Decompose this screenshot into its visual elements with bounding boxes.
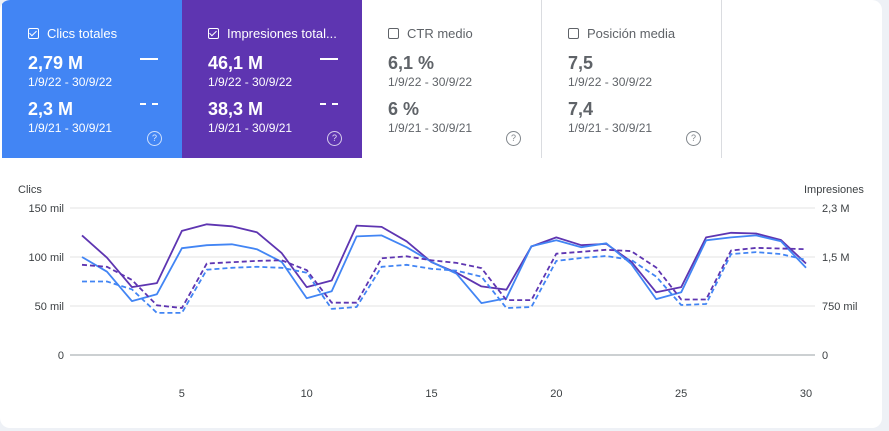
checkbox-unchecked-icon[interactable] [568,27,579,39]
right-axis-title: Impresiones [804,184,864,196]
metric-previous-range: 1/9/21 - 30/9/21 [388,121,473,135]
metric-previous-value: 38,3 M [208,99,264,119]
left-tick-label: 50 mil [35,301,64,313]
help-icon[interactable]: ? [506,131,521,146]
help-icon[interactable]: ? [147,131,162,146]
left-tick-label: 150 mil [29,203,64,215]
metric-previous-range: 1/9/21 - 30/9/21 [208,121,293,135]
x-tick-label: 10 [301,388,313,400]
metric-label: Posición media [587,25,676,41]
metric-current-value: 2,79 M [28,53,84,73]
metric-current-value: 7,5 [568,53,594,73]
series-line-2 [81,247,807,309]
metric-tile-ctr[interactable]: CTR medio 6,1 % 1/9/22 - 30/9/22 6 % 1/9… [362,0,542,158]
left-axis-title: Clics [18,184,42,196]
left-tick-label: 0 [58,350,64,362]
metric-previous-value: 6 % [388,99,420,119]
metric-label: CTR medio [407,25,473,41]
right-tick-label: 1,5 M [822,252,850,264]
solid-line-legend-icon [320,58,338,60]
metric-previous-range: 1/9/21 - 30/9/21 [28,121,113,135]
metric-label: Impresiones total... [227,25,337,41]
metric-current-range: 1/9/22 - 30/9/22 [568,75,653,89]
right-tick-label: 750 mil [822,301,857,313]
metric-previous-range: 1/9/21 - 30/9/21 [568,121,653,135]
metric-previous-value: 7,4 [568,99,594,119]
metric-tile-impressions[interactable]: Impresiones total... 46,1 M 1/9/22 - 30/… [182,0,362,158]
dashed-line-legend-icon [320,103,338,105]
x-tick-label: 20 [550,388,562,400]
x-tick-label: 15 [425,388,437,400]
help-icon[interactable]: ? [686,131,701,146]
metric-current-range: 1/9/22 - 30/9/22 [208,75,293,89]
left-tick-label: 100 mil [29,252,64,264]
metric-previous-value: 2,3 M [28,99,74,119]
checkbox-checked-icon[interactable] [28,27,39,39]
metric-label: Clics totales [47,25,118,41]
right-tick-label: 0 [822,350,828,362]
right-tick-label: 2,3 M [822,203,850,215]
metric-current-range: 1/9/22 - 30/9/22 [28,75,113,89]
x-tick-label: 5 [179,388,185,400]
series-line-1 [81,234,807,304]
help-icon[interactable]: ? [327,131,342,146]
x-tick-label: 25 [675,388,687,400]
solid-line-legend-icon [140,58,158,60]
checkbox-unchecked-icon[interactable] [388,27,399,39]
series-line-3 [82,251,807,314]
metric-tile-clicks[interactable]: Clics totales 2,79 M 1/9/22 - 30/9/22 2,… [2,0,182,158]
metric-current-range: 1/9/22 - 30/9/22 [388,75,473,89]
metric-current-value: 46,1 M [208,53,264,73]
metric-current-value: 6,1 % [388,53,435,73]
x-tick-label: 30 [800,388,812,400]
metric-tile-position[interactable]: Posición media 7,5 1/9/22 - 30/9/22 7,4 … [542,0,722,158]
dashed-line-legend-icon [140,103,158,105]
checkbox-checked-icon[interactable] [208,27,219,39]
